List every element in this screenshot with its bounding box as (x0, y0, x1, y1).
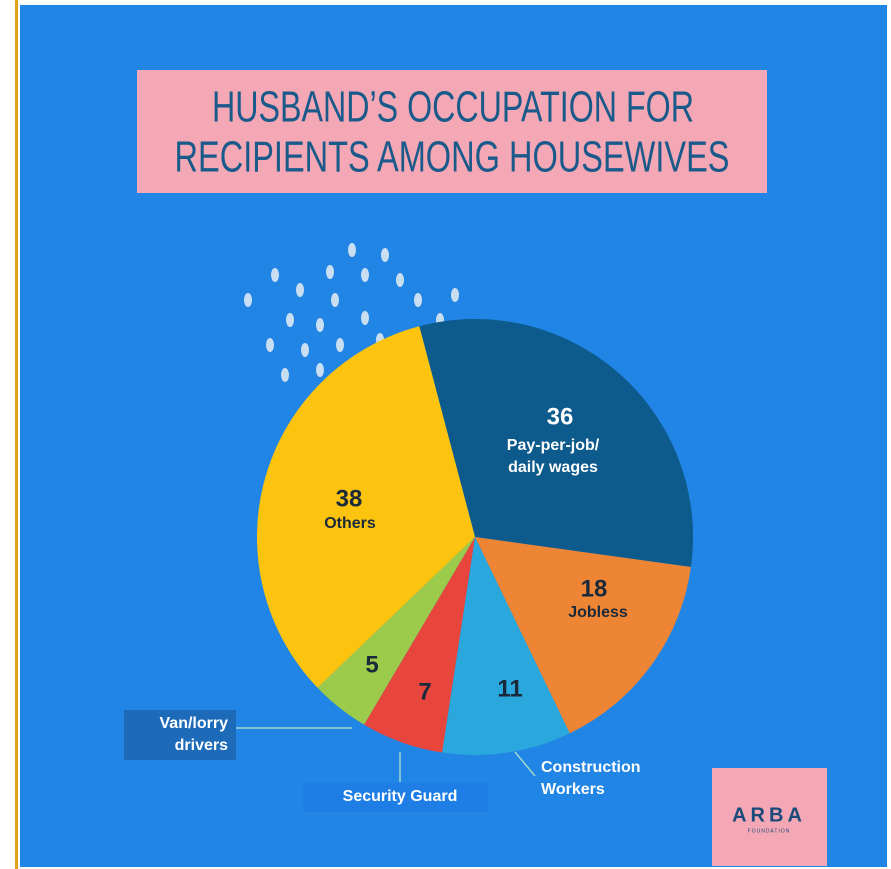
category-label: daily wages (508, 459, 598, 476)
chart-title: RECIPIENTS AMONG HOUSEWIVES (175, 133, 730, 182)
data-label: 38 (336, 485, 363, 512)
data-label: 11 (497, 675, 522, 702)
category-label: Others (324, 515, 376, 532)
category-label: Pay-per-job/ (507, 437, 600, 454)
category-label: Workers (541, 781, 605, 798)
chart-title: HUSBAND’S OCCUPATION FOR (212, 83, 694, 132)
category-label: Jobless (568, 604, 628, 621)
infographic: HUSBAND’S OCCUPATION FOR RECIPIENTS AMON… (0, 0, 891, 869)
data-label: 7 (418, 678, 431, 705)
data-label: 5 (365, 651, 378, 678)
category-label: Construction (541, 759, 641, 776)
data-label: 18 (581, 575, 608, 602)
logo-subtitle: FOUNDATION (748, 828, 791, 834)
logo: ARBA (732, 804, 806, 826)
edge-line (15, 0, 18, 869)
data-label: 36 (547, 403, 574, 430)
category-label: Van/lorry (160, 715, 229, 732)
category-label: Security Guard (343, 788, 458, 805)
category-label: drivers (175, 737, 228, 754)
